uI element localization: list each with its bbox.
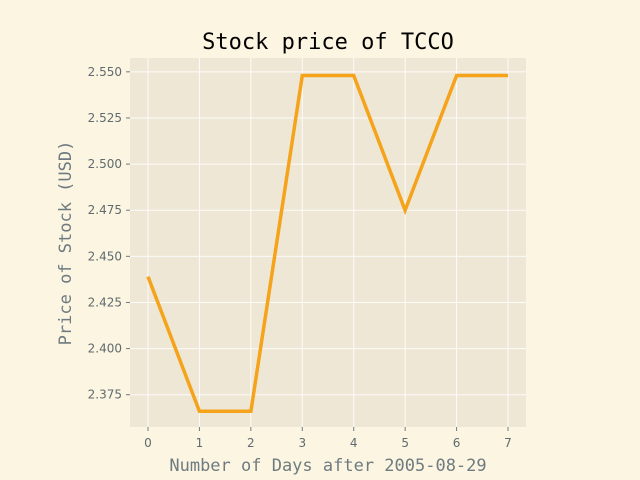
y-tick-label: 2.425 xyxy=(88,295,122,309)
y-tick-label: 2.550 xyxy=(88,65,122,79)
axis-ticks: 0 1 2 3 4 5 6 7 2.375 2.400 2.425 2.450 2.475 2.500 2.… xyxy=(88,65,512,450)
y-axis-label: Price of Stock (USD) xyxy=(56,141,76,346)
x-tick-label: 3 xyxy=(298,436,306,450)
x-tick-label: 5 xyxy=(401,436,409,450)
x-tick-label: 2 xyxy=(247,436,255,450)
y-tick-label: 2.450 xyxy=(88,249,122,263)
y-tick-label: 2.400 xyxy=(88,342,122,356)
series-line xyxy=(146,73,508,414)
x-tick-label: 4 xyxy=(350,436,358,450)
x-tick-label: 1 xyxy=(196,436,204,450)
x-tick-label: 6 xyxy=(453,436,461,450)
x-axis-label: Number of Days after 2005-08-29 xyxy=(169,456,486,476)
y-tick-label: 2.500 xyxy=(88,157,122,171)
y-tick-label: 2.475 xyxy=(88,203,122,217)
plot-area xyxy=(130,58,526,427)
y-tick-label: 2.525 xyxy=(88,111,122,125)
y-tick-label: 2.375 xyxy=(88,388,122,402)
grid xyxy=(130,58,526,427)
x-tick-label: 7 xyxy=(504,436,512,450)
x-tick-label: 0 xyxy=(144,436,152,450)
chart-title: Stock price of TCCO xyxy=(202,30,454,55)
series xyxy=(146,73,509,414)
